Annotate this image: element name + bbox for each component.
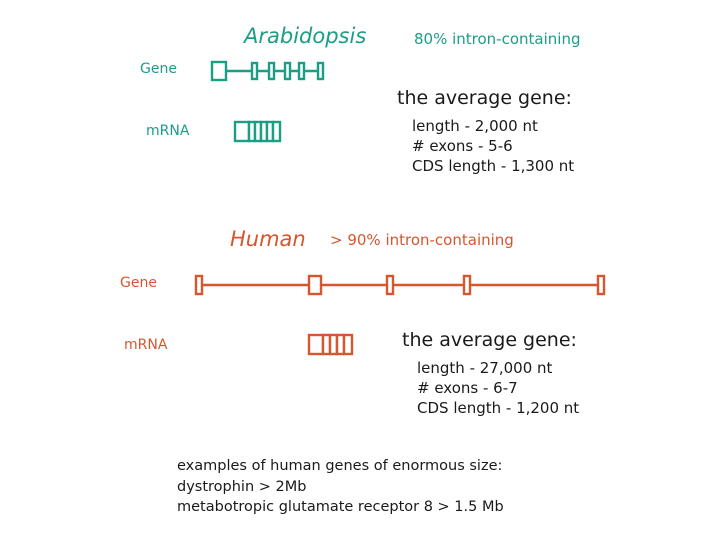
- human-exon-1: [196, 276, 202, 294]
- arabidopsis-exon-1: [212, 62, 226, 80]
- arabidopsis-exon-2: [252, 63, 257, 79]
- human-mrna-exon-1: [309, 335, 323, 354]
- human-mrna-structure: [309, 335, 352, 354]
- human-exon-5: [598, 276, 604, 294]
- arabidopsis-mrna-structure: [235, 122, 280, 141]
- human-exon-2: [309, 276, 321, 294]
- arabidopsis-mrna-exon-6: [273, 122, 280, 141]
- human-exon-4: [464, 276, 470, 294]
- arabidopsis-exon-3: [269, 63, 274, 79]
- human-mrna-exon-5: [344, 335, 352, 354]
- arabidopsis-exon-4: [285, 63, 290, 79]
- arabidopsis-exon-5: [299, 63, 304, 79]
- arabidopsis-exon-6: [318, 63, 323, 79]
- arabidopsis-gene-structure: [212, 62, 323, 80]
- human-gene-structure: [196, 276, 604, 294]
- arabidopsis-mrna-exon-1: [235, 122, 249, 141]
- human-exon-3: [387, 276, 393, 294]
